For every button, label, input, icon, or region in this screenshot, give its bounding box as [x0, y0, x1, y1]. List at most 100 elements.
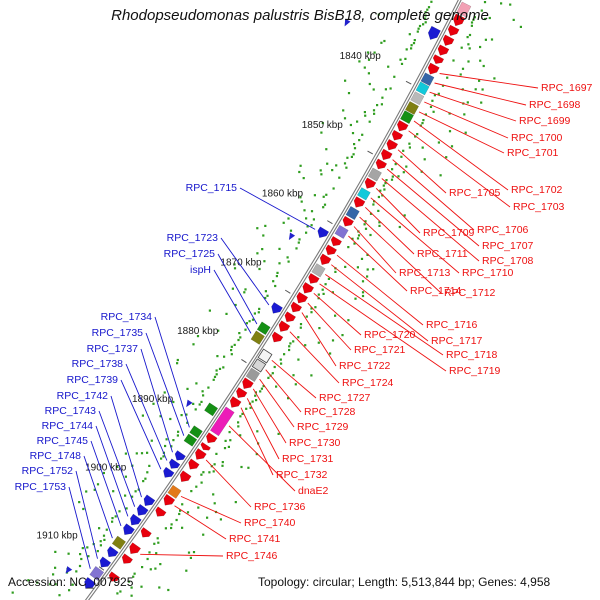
gene-glyph-RPC_1743[interactable] [136, 503, 149, 516]
gene-glyph[interactable] [427, 25, 441, 40]
gene-label-RPC_1727[interactable]: RPC_1727 [319, 392, 371, 404]
gene-glyph-RPC_1746[interactable] [129, 542, 142, 555]
gene-glyph-RPC_1741[interactable] [163, 493, 176, 506]
gene-glyph-RPC_1729[interactable] [245, 367, 261, 383]
gene-glyph-RPC_1710[interactable] [356, 187, 371, 201]
gene-label-RPC_1700[interactable]: RPC_1700 [511, 132, 563, 144]
gene-glyph-RPC_1738[interactable] [169, 458, 181, 469]
trna-mark[interactable] [186, 399, 193, 408]
gene-glyph-RPC_1705[interactable] [386, 138, 399, 151]
gene-glyph-RPC_1711[interactable] [353, 196, 366, 208]
gene-glyph-RPC_1730[interactable] [242, 377, 254, 389]
gene-glyph-RPC_1725[interactable] [256, 321, 271, 336]
gene-glyph-RPC_1703[interactable] [396, 119, 409, 132]
gene-label-RPC_1748[interactable]: RPC_1748 [30, 450, 82, 462]
gene-glyph-RPC_1736[interactable] [195, 448, 207, 460]
trna-mark[interactable] [65, 566, 73, 574]
gene-glyph-RPC_1708[interactable] [367, 167, 382, 182]
gene-label-RPC_1697[interactable]: RPC_1697 [541, 82, 593, 94]
gene-label-RPC_1710[interactable]: RPC_1710 [462, 267, 514, 279]
gene-label-RPC_1709[interactable]: RPC_1709 [423, 227, 475, 239]
gene-glyph-RPC_1721[interactable] [296, 291, 309, 304]
gene-glyph[interactable] [284, 311, 297, 323]
gene-label-RPC_1713[interactable]: RPC_1713 [399, 267, 451, 279]
gene-label-RPC_1712[interactable]: RPC_1712 [444, 287, 496, 299]
gene-label-ispH[interactable]: ispH [190, 264, 211, 276]
gene-glyph-RPC_1715[interactable] [317, 226, 330, 239]
gene-glyph-RPC_1716[interactable] [325, 244, 338, 256]
gene-glyph[interactable] [437, 44, 450, 56]
gene-label-RPC_1706[interactable]: RPC_1706 [477, 224, 529, 236]
gene-glyph-RPC_1745[interactable] [123, 523, 135, 536]
gene-label-RPC_1744[interactable]: RPC_1744 [42, 420, 94, 432]
gene-glyph-RPC_1735[interactable] [183, 433, 198, 447]
gene-label-RPC_1745[interactable]: RPC_1745 [37, 435, 89, 447]
gene-glyph-RPC_1713[interactable] [342, 215, 355, 227]
gene-label-RPC_1708[interactable]: RPC_1708 [482, 255, 534, 267]
gene-glyph-RPC_1707[interactable] [375, 158, 388, 170]
gene-glyph-RPC_1723[interactable] [271, 302, 283, 314]
gene-glyph[interactable] [456, 1, 472, 18]
gene-glyph-RPC_1753[interactable] [89, 565, 105, 581]
gene-label-RPC_1699[interactable]: RPC_1699 [519, 115, 571, 127]
gene-label-RPC_1719[interactable]: RPC_1719 [449, 365, 501, 377]
gene-label-RPC_1737[interactable]: RPC_1737 [87, 343, 139, 355]
gene-glyph-RPC_1714[interactable] [334, 224, 349, 239]
gene-glyph[interactable] [442, 34, 455, 46]
gene-glyph-RPC_1706[interactable] [380, 148, 393, 161]
gene-label-RPC_1738[interactable]: RPC_1738 [72, 358, 124, 370]
gene-glyph-RPC_1717[interactable] [319, 253, 332, 265]
gene-label-RPC_1721[interactable]: RPC_1721 [354, 344, 406, 356]
gene-glyph-RPC_1734[interactable] [189, 425, 203, 439]
gene-glyph-RPC_1732[interactable] [229, 396, 242, 408]
trna-mark[interactable] [288, 232, 296, 241]
gene-glyph-RPC_1718[interactable] [311, 263, 326, 278]
gene-label-RPC_1715[interactable]: RPC_1715 [186, 182, 238, 194]
gene-label-RPC_1725[interactable]: RPC_1725 [164, 248, 216, 260]
gene-label-RPC_1728[interactable]: RPC_1728 [304, 406, 356, 418]
gene-glyph-RPC_1731[interactable] [236, 387, 248, 398]
gene-glyph-RPC_1752[interactable] [99, 556, 112, 568]
gene-glyph-RPC_1727[interactable] [257, 348, 273, 364]
gene-label-RPC_1711[interactable]: RPC_1711 [417, 248, 468, 260]
gene-label-RPC_1705[interactable]: RPC_1705 [449, 187, 501, 199]
gene-label-RPC_1720[interactable]: RPC_1720 [364, 329, 416, 341]
gene-glyph[interactable] [179, 470, 192, 482]
gene-label-RPC_1722[interactable]: RPC_1722 [339, 360, 391, 372]
gene-glyph[interactable] [200, 441, 211, 451]
gene-label-RPC_1741[interactable]: RPC_1741 [229, 533, 281, 545]
gene-label-RPC_1753[interactable]: RPC_1753 [15, 481, 67, 493]
gene-glyph-RPC_1740[interactable] [167, 484, 182, 499]
gene-glyph[interactable] [204, 402, 219, 417]
gene-label-RPC_1734[interactable]: RPC_1734 [101, 311, 153, 323]
gene-glyph[interactable] [330, 235, 343, 247]
gene-glyph-RPC_1724[interactable] [278, 320, 291, 332]
gene-label-RPC_1729[interactable]: RPC_1729 [297, 421, 349, 433]
gene-glyph-RPC_1701[interactable] [404, 101, 420, 115]
gene-glyph-RPC_1719[interactable] [308, 272, 320, 284]
gene-glyph-RPC_1722[interactable] [290, 301, 303, 313]
gene-label-dnaE2[interactable]: dnaE2 [298, 485, 329, 497]
gene-glyph-RPC_1720[interactable] [302, 281, 315, 294]
gene-label-RPC_1702[interactable]: RPC_1702 [511, 184, 563, 196]
gene-label-RPC_1732[interactable]: RPC_1732 [276, 469, 328, 481]
gene-glyph-RPC_1748[interactable] [111, 535, 127, 550]
gene-glyph-RPC_1697[interactable] [427, 62, 440, 75]
gene-glyph-RPC_1700[interactable] [410, 91, 425, 106]
gene-glyph[interactable] [453, 13, 466, 27]
gene-glyph-RPC_1702[interactable] [399, 110, 415, 125]
gene-glyph[interactable] [140, 527, 152, 538]
gene-glyph-ispH[interactable] [250, 330, 265, 345]
gene-glyph-RPC_1728[interactable] [251, 358, 267, 373]
gene-glyph[interactable] [155, 506, 167, 517]
gene-label-RPC_1716[interactable]: RPC_1716 [426, 319, 478, 331]
gene-label-RPC_1701[interactable]: RPC_1701 [507, 147, 559, 159]
gene-label-RPC_1730[interactable]: RPC_1730 [289, 437, 341, 449]
gene-label-RPC_1746[interactable]: RPC_1746 [226, 550, 278, 562]
gene-glyph[interactable] [206, 432, 218, 444]
gene-label-RPC_1736[interactable]: RPC_1736 [254, 501, 306, 513]
gene-label-RPC_1735[interactable]: RPC_1735 [92, 327, 144, 339]
gene-glyph-RPC_1699[interactable] [415, 81, 430, 96]
gene-label-RPC_1739[interactable]: RPC_1739 [67, 374, 119, 386]
gene-label-RPC_1743[interactable]: RPC_1743 [45, 405, 97, 417]
